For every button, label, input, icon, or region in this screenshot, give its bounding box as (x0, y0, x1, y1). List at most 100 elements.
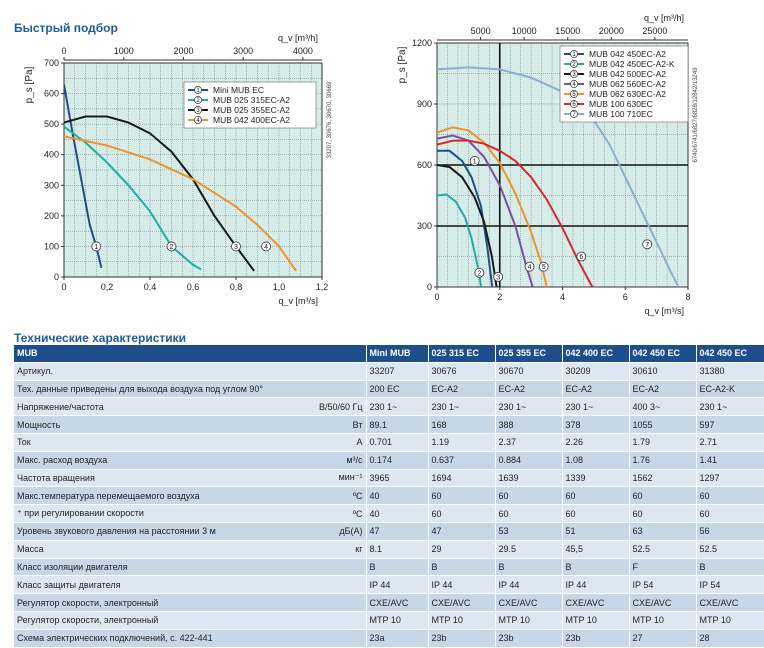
row-unit: мин⁻¹ (306, 469, 366, 488)
row-unit: кг (306, 540, 366, 559)
cell-value: 1.19 (427, 433, 495, 452)
cell-value: 31380 (695, 362, 764, 381)
cell-value: MTP 10 (628, 611, 696, 630)
legend-marker (570, 50, 578, 58)
cell-value: 23b (427, 629, 495, 648)
series-line-3 (64, 115, 255, 272)
cell-value: 89.1 (365, 415, 428, 434)
x-tick-label: 0,8 (230, 282, 243, 292)
cell-value: 51 (561, 522, 629, 541)
row-unit: ºC (306, 486, 366, 506)
cell-value: 53 (494, 522, 562, 541)
legend-marker (194, 106, 202, 114)
cell-value: 1055 (628, 415, 696, 434)
y-tick-label: 300 (417, 221, 432, 231)
legend-marker (570, 100, 578, 108)
table-row: Класс защиты двигателя IP 44 IP 44 IP 44 IP … (14, 575, 764, 595)
cell-value: 1297 (695, 469, 764, 488)
cell-value: 47 (427, 522, 495, 541)
y-tick-label: 500 (44, 119, 59, 129)
table-row: Уровень звукового давления на расстоянии… (14, 522, 764, 541)
legend-marker (570, 80, 578, 88)
table-row: Ток А 0.701 1.19 2.37 2.26 1.79 2.71 (14, 433, 764, 452)
cell-value: 168 (427, 415, 495, 434)
curve-marker-1 (469, 156, 480, 166)
cell-value: IP 54 (695, 575, 764, 595)
header-model: 025 355 EC (494, 345, 562, 363)
legend: 1 Mini MUB EC 2 MUB 025 315EC-A2 3 MUB 025 35… (183, 81, 317, 129)
curve-marker-label-4: 4 (528, 264, 532, 271)
cell-value: 30676 (427, 362, 495, 381)
cell-value: 52.5 (628, 540, 696, 559)
specs-header-row: MUB Mini MUB 025 315 EC 025 355 EC 042 400 E… (14, 345, 764, 363)
row-label: Мощность (14, 415, 306, 434)
series-line-2 (64, 125, 202, 271)
top-tick-label: 5000 (471, 26, 491, 36)
legend-entry: MUB 042 450EC-A2-K (589, 59, 675, 69)
cell-value: CXE/AVC (561, 593, 629, 612)
cell-value: IP 44 (427, 575, 495, 595)
row-label: ⁺ при регулировании скорости (14, 504, 306, 523)
cell-value: IP 44 (365, 575, 428, 595)
top-tick-label: 4000 (293, 46, 313, 56)
row-label: Класс изоляции двигателя (14, 558, 306, 577)
table-row: Тех. данные приведены для выхода воздуха… (14, 380, 764, 399)
cell-value: 60 (695, 504, 764, 523)
cell-value: EC-A2-K (695, 380, 764, 399)
x-tick-label: 0,4 (144, 282, 157, 292)
cell-value: 0.174 (365, 451, 428, 470)
cell-value: 45,5 (561, 540, 629, 559)
cell-value: 0.701 (365, 433, 428, 452)
row-label: Уровень звукового давления на расстоянии… (14, 522, 306, 541)
side-note: 6740/6741/6827/6828/12842/13249 (693, 67, 699, 163)
cell-value: 2.26 (561, 433, 629, 452)
top-tick-label: 15000 (555, 26, 580, 36)
cell-value: 60 (494, 486, 562, 506)
row-label: Класс защиты двигателя (14, 575, 306, 595)
series-line-2 (437, 193, 483, 287)
table-row: Макс.температура перемещаемого воздуха ºC… (14, 486, 764, 506)
table-row: Класс изоляции двигателя B B B B F B (14, 558, 764, 577)
y-tick-label: 100 (44, 241, 59, 251)
row-label: Артикул. (14, 362, 306, 381)
curve-marker-1 (91, 241, 102, 252)
legend-marker (570, 90, 578, 98)
cell-value: MTP 10 (695, 611, 764, 630)
top-tick-label: 10000 (512, 26, 537, 36)
cell-value: MTP 10 (365, 611, 428, 630)
curve-marker-3 (493, 271, 504, 282)
y-tick-label: 400 (44, 150, 59, 160)
y-tick-label: 900 (417, 99, 432, 109)
header-model: 042 450 EC (695, 345, 764, 363)
row-unit (306, 611, 366, 630)
y-tick-label: 300 (44, 180, 59, 190)
top-tick-label: 1000 (114, 46, 134, 56)
cell-value: 60 (561, 504, 629, 523)
x-tick-label: 2 (497, 292, 502, 302)
curve-marker-4 (524, 261, 535, 272)
header-model: 042 400 EC (561, 345, 629, 363)
cell-value: EC-A2 (494, 380, 562, 399)
curve-marker-5 (538, 261, 549, 272)
cell-value: CXE/AVC (494, 593, 562, 612)
top-tick-label: 3000 (233, 46, 253, 56)
curve-marker-label-4: 4 (264, 244, 268, 251)
series-line-4 (64, 135, 298, 272)
cell-value: 1.79 (628, 433, 696, 452)
row-unit (306, 575, 366, 595)
row-label: Частота вращения (14, 469, 306, 488)
x-tick-label: 8 (685, 292, 690, 302)
row-label: Масса (14, 540, 306, 559)
cell-value: 597 (695, 415, 764, 434)
cell-value: 23a (365, 629, 428, 648)
cell-value: 230 1~ (494, 397, 562, 417)
cell-value: CXE/AVC (365, 593, 428, 612)
legend-entry: MUB 042 400EC-A2 (213, 115, 290, 125)
cell-value: MTP 10 (561, 611, 629, 630)
legend-marker-label: 7 (572, 112, 576, 118)
header-unit (306, 345, 366, 363)
y-tick-label: 700 (44, 58, 59, 68)
top-tick-label: 20000 (599, 26, 624, 36)
cell-value: 60 (427, 486, 495, 506)
